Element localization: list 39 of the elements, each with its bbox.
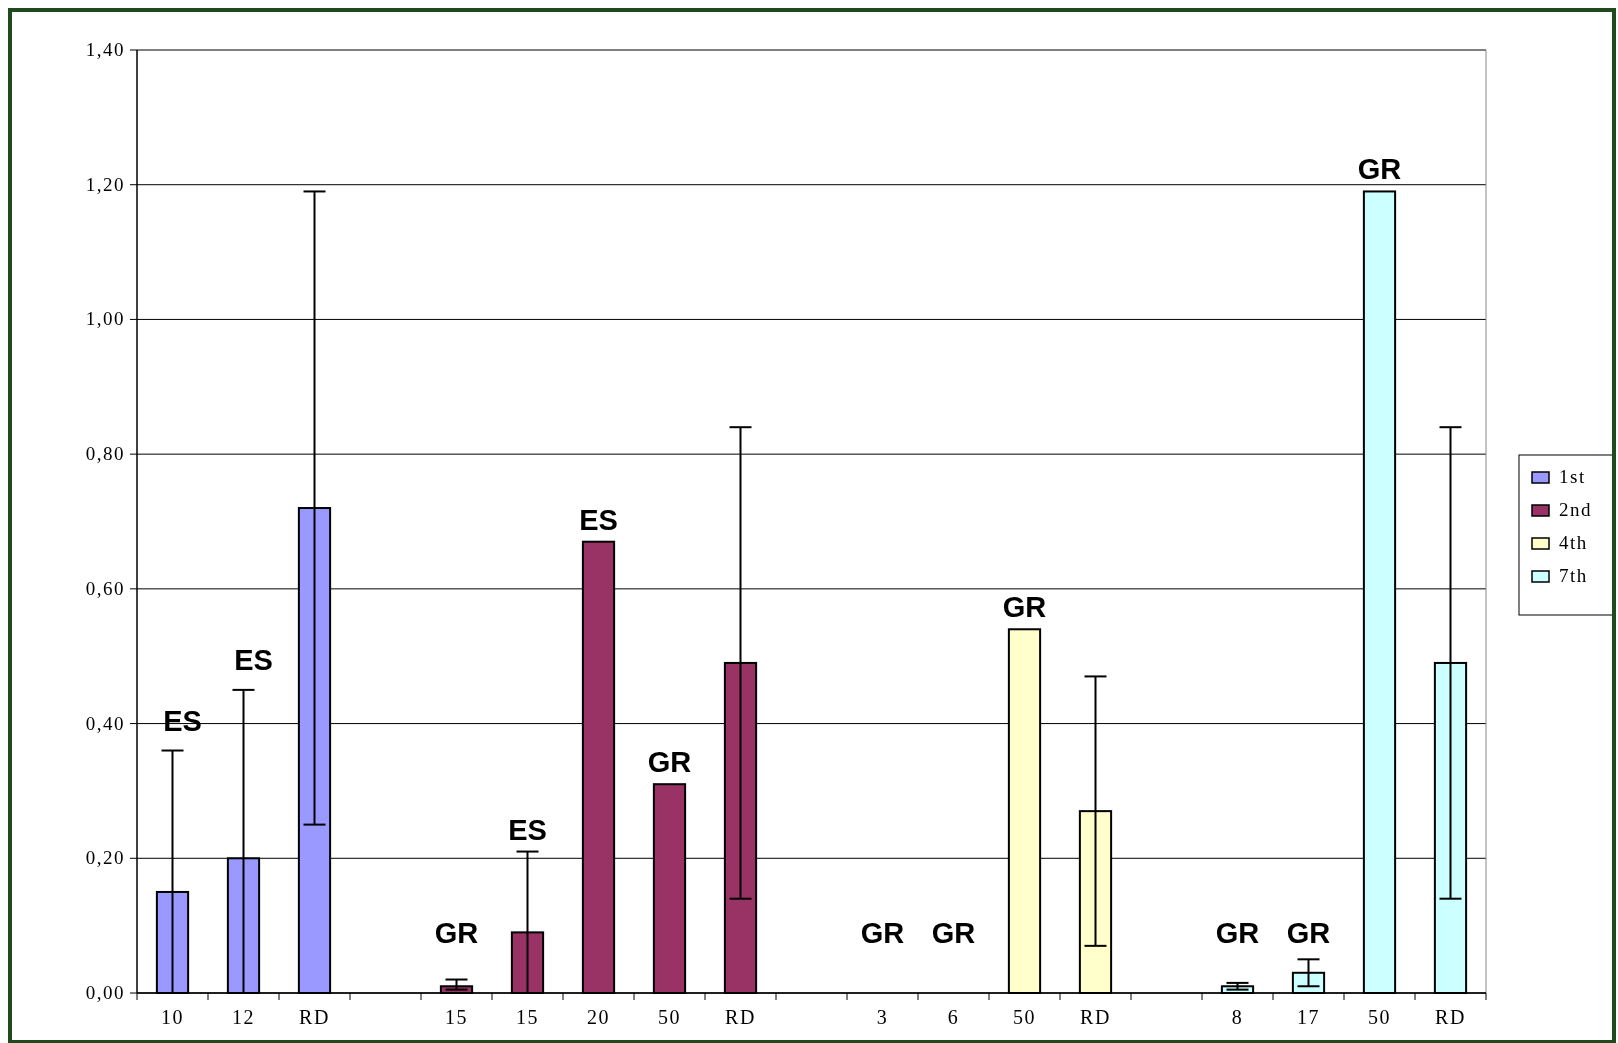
y-tick-label: 0,80 [85,443,125,465]
legend-label: 7th [1559,565,1588,586]
data-label: GR [860,917,905,949]
x-tick-label: 17 [1297,1006,1320,1028]
x-tick-label: 15 [445,1006,468,1028]
x-tick-label: 3 [876,1006,889,1028]
x-tick-label: RD [1080,1006,1111,1028]
x-tick-label: 20 [587,1006,610,1028]
y-tick-label: 0,40 [85,712,125,734]
data-label: GR [1357,153,1402,186]
data-label: GR [434,917,479,949]
x-tick-label: 6 [947,1006,960,1028]
x-tick-label: 8 [1231,1006,1244,1028]
legend-label: 4th [1559,532,1588,553]
data-label: GR [647,746,692,779]
x-tick-label: RD [725,1006,756,1028]
legend-label: 1st [1559,466,1586,487]
y-tick-label: 1,00 [85,308,125,330]
x-tick-label: 50 [1013,1006,1036,1028]
x-tick-label: 15 [516,1006,539,1028]
annotation: ES [234,643,273,676]
y-tick-label: 0,20 [85,847,125,869]
legend-label: 2nd [1559,499,1592,520]
data-label: GR [1002,591,1047,624]
data-label: ES [508,813,547,846]
x-tick-label: 12 [232,1006,255,1028]
data-label: GR [931,917,976,949]
data-label: ES [579,503,618,536]
x-tick-label: 10 [161,1006,184,1028]
y-tick-label: 1,20 [85,173,125,195]
y-tick-label: 0,00 [85,982,125,1003]
x-tick-label: RD [1435,1006,1466,1028]
y-tick-label: 0,60 [85,577,125,599]
x-tick-label: 50 [658,1006,681,1028]
data-label: GR [1286,917,1331,949]
y-tick-label: 1,40 [85,39,125,60]
data-label: GR [1215,917,1260,949]
x-tick-label: RD [299,1006,330,1028]
x-tick-label: 50 [1368,1006,1391,1028]
